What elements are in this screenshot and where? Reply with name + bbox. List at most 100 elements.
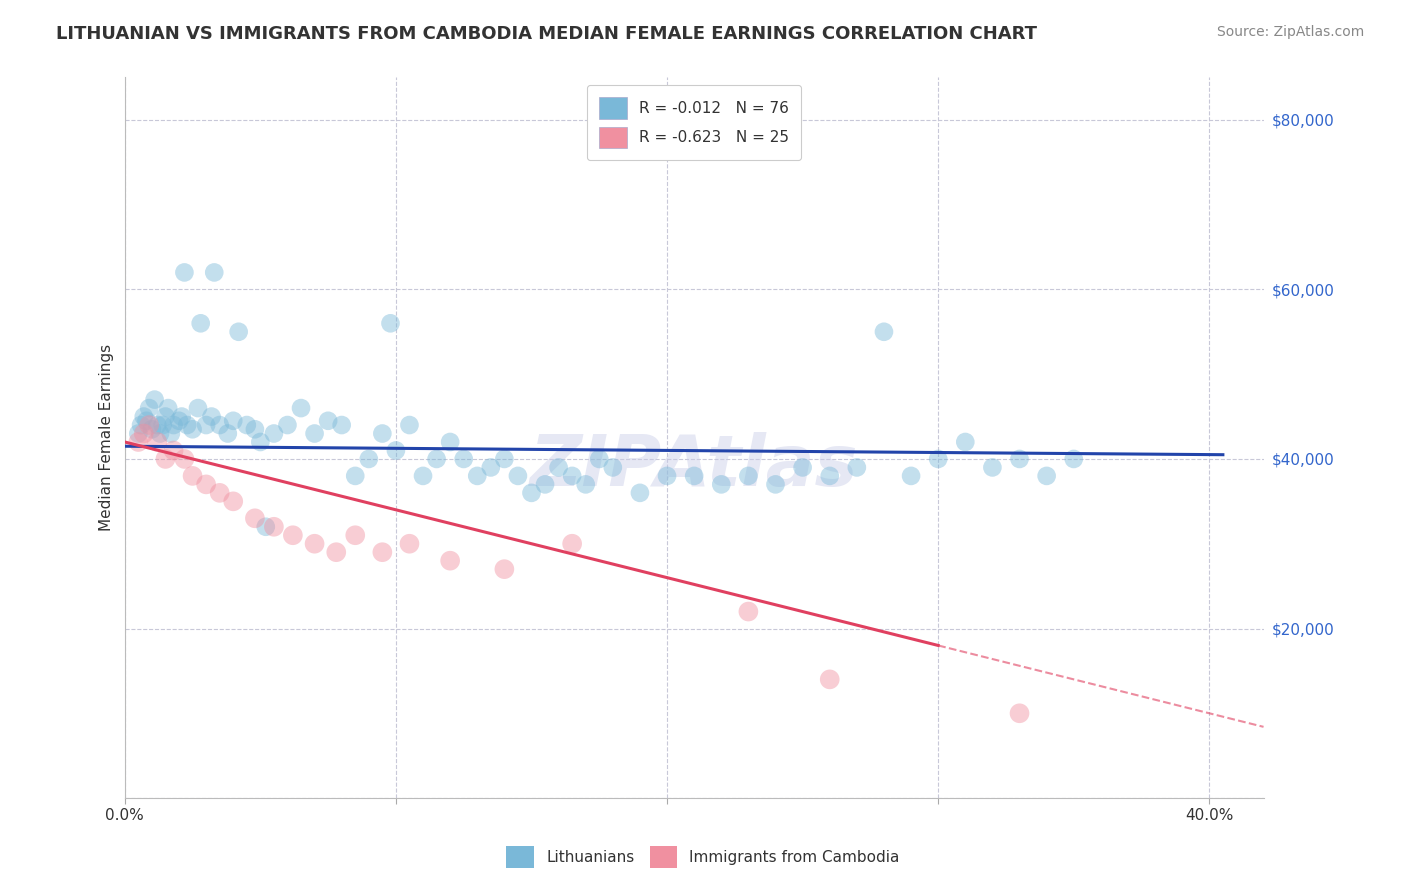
Point [588, 452, 610, 467]
Point [127, 426, 149, 441]
Point [371, 426, 394, 441]
Point [202, 265, 225, 279]
Point [138, 401, 160, 415]
Point [955, 435, 977, 450]
Text: ZIPAtlas: ZIPAtlas [530, 432, 859, 501]
Point [981, 460, 1004, 475]
Point [737, 469, 759, 483]
Point [479, 460, 502, 475]
Point [162, 443, 184, 458]
Point [263, 426, 285, 441]
Point [236, 417, 259, 432]
Point [173, 452, 195, 467]
Point [141, 422, 163, 436]
Point [187, 401, 209, 415]
Text: LITHUANIAN VS IMMIGRANTS FROM CAMBODIA MEDIAN FEMALE EARNINGS CORRELATION CHART: LITHUANIAN VS IMMIGRANTS FROM CAMBODIA M… [56, 25, 1038, 43]
Point [344, 469, 367, 483]
Legend: Lithuanians, Immigrants from Cambodia: Lithuanians, Immigrants from Cambodia [499, 838, 907, 875]
Point [520, 486, 543, 500]
Point [575, 477, 598, 491]
Point [157, 401, 180, 415]
Point [927, 452, 949, 467]
Point [135, 414, 157, 428]
Point [290, 401, 312, 415]
Point [304, 537, 326, 551]
Point [1035, 469, 1057, 483]
Point [152, 417, 174, 432]
Point [316, 414, 339, 428]
Point [325, 545, 347, 559]
Point [222, 414, 245, 428]
Point [1063, 452, 1085, 467]
Point [465, 469, 488, 483]
Point [453, 452, 475, 467]
Point [276, 417, 298, 432]
Point [249, 435, 271, 450]
Point [534, 477, 557, 491]
Point [162, 417, 184, 432]
Point [818, 469, 841, 483]
Point [628, 486, 651, 500]
Point [494, 562, 516, 576]
Point [190, 316, 212, 330]
Point [208, 486, 231, 500]
Point [132, 426, 155, 441]
Point [655, 469, 678, 483]
Point [160, 426, 183, 441]
Point [170, 409, 193, 424]
Point [845, 460, 868, 475]
Point [818, 673, 841, 687]
Point [146, 435, 169, 450]
Point [357, 452, 380, 467]
Point [263, 520, 285, 534]
Point [683, 469, 706, 483]
Point [547, 460, 569, 475]
Point [398, 417, 420, 432]
Point [330, 417, 353, 432]
Point [195, 477, 218, 491]
Point [195, 417, 218, 432]
Legend: R = -0.012   N = 76, R = -0.623   N = 25: R = -0.012 N = 76, R = -0.623 N = 25 [588, 85, 801, 161]
Point [129, 417, 152, 432]
Point [602, 460, 624, 475]
Point [439, 554, 461, 568]
Point [200, 409, 222, 424]
Point [176, 417, 198, 432]
Point [173, 265, 195, 279]
Y-axis label: Median Female Earnings: Median Female Earnings [100, 344, 114, 532]
Point [243, 511, 266, 525]
Point [412, 469, 434, 483]
Point [900, 469, 922, 483]
Point [167, 414, 190, 428]
Point [138, 417, 160, 432]
Point [561, 537, 583, 551]
Point [243, 422, 266, 436]
Point [228, 325, 250, 339]
Point [146, 417, 169, 432]
Point [1008, 706, 1031, 721]
Point [765, 477, 787, 491]
Point [398, 537, 420, 551]
Point [792, 460, 814, 475]
Point [561, 469, 583, 483]
Text: Source: ZipAtlas.com: Source: ZipAtlas.com [1216, 25, 1364, 39]
Point [181, 422, 204, 436]
Point [127, 435, 149, 450]
Point [494, 452, 516, 467]
Point [181, 469, 204, 483]
Point [439, 435, 461, 450]
Point [1008, 452, 1031, 467]
Point [281, 528, 304, 542]
Point [304, 426, 326, 441]
Point [426, 452, 449, 467]
Point [132, 409, 155, 424]
Point [710, 477, 733, 491]
Point [155, 452, 177, 467]
Point [149, 426, 172, 441]
Point [254, 520, 277, 534]
Point [222, 494, 245, 508]
Point [208, 417, 231, 432]
Point [737, 605, 759, 619]
Point [217, 426, 239, 441]
Point [873, 325, 896, 339]
